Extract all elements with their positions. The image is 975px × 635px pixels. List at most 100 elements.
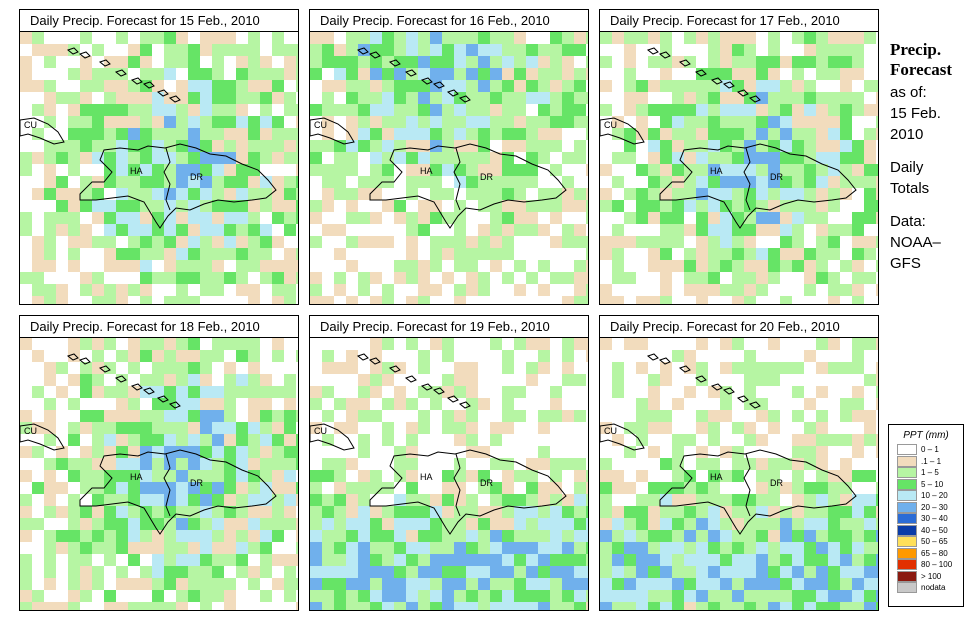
precip-cell [224, 602, 236, 610]
precip-cell [188, 386, 200, 398]
forecast-title-line2: Forecast [890, 60, 952, 79]
precip-cell [346, 128, 358, 140]
map-label-dr: DR [190, 478, 203, 488]
precip-cell [176, 248, 188, 260]
precip-cell [792, 104, 804, 116]
precip-cell [490, 164, 502, 176]
precip-cell [200, 248, 212, 260]
precip-cell [840, 188, 852, 200]
precip-cell [44, 224, 56, 236]
precip-cell [430, 578, 442, 590]
precip-cell [732, 164, 744, 176]
precip-cell [864, 518, 876, 530]
precip-cell [152, 602, 164, 610]
precip-cell [876, 590, 878, 602]
precip-cell [864, 152, 876, 164]
precip-cell [744, 152, 756, 164]
precip-cell [696, 272, 708, 284]
precip-cell [454, 458, 466, 470]
precip-cell [224, 362, 236, 374]
precip-cell [526, 224, 538, 236]
precip-cell [296, 176, 298, 188]
precip-cell [152, 566, 164, 578]
precip-cell [648, 518, 660, 530]
precip-cell [128, 44, 140, 56]
precip-cell [624, 140, 636, 152]
island-outline [736, 89, 749, 97]
precip-cell [20, 152, 32, 164]
precip-cell [418, 566, 430, 578]
precip-cell [116, 152, 128, 164]
precip-cell [188, 296, 200, 304]
precip-cell [600, 470, 612, 482]
precip-cell [80, 92, 92, 104]
precip-cell [310, 398, 322, 410]
precip-cell [406, 296, 418, 304]
precip-cell [188, 518, 200, 530]
precip-cell [502, 272, 514, 284]
precip-cell [358, 470, 370, 482]
precip-cell [284, 224, 296, 236]
legend-swatch [897, 501, 917, 513]
precip-cell [586, 350, 588, 362]
precip-cell [248, 32, 260, 44]
precip-cell [864, 164, 876, 176]
precip-cell [176, 56, 188, 68]
precip-cell [248, 446, 260, 458]
precip-cell [744, 434, 756, 446]
precip-cell [176, 284, 188, 296]
precip-cell [574, 410, 586, 422]
precip-cell [176, 80, 188, 92]
precip-cell [358, 590, 370, 602]
island-outline [114, 69, 127, 77]
precip-cell [816, 590, 828, 602]
precip-cell [864, 176, 876, 188]
precip-cell [840, 56, 852, 68]
precip-cell [502, 578, 514, 590]
precip-cell [236, 56, 248, 68]
haiti-dr-border [743, 147, 751, 211]
precip-cell [284, 92, 296, 104]
precip-cell [370, 116, 382, 128]
precip-cell [406, 458, 418, 470]
precip-cell [272, 506, 284, 518]
precip-cell [104, 422, 116, 434]
panel-title: Daily Precip. Forecast for 18 Feb., 2010 [20, 316, 298, 338]
precip-cell [864, 236, 876, 248]
precip-cell [56, 458, 68, 470]
precip-cell [224, 494, 236, 506]
precip-cell [322, 362, 334, 374]
precip-cell [600, 590, 612, 602]
precip-cell [574, 506, 586, 518]
precip-cell [310, 554, 322, 566]
precip-cell [128, 200, 140, 212]
precip-cell [92, 494, 104, 506]
precip-cell [346, 590, 358, 602]
precip-cell [624, 104, 636, 116]
precip-cell [502, 164, 514, 176]
precip-cell [612, 152, 624, 164]
precip-cell [188, 248, 200, 260]
precip-cell [526, 578, 538, 590]
precip-cell [382, 374, 394, 386]
precip-cell [200, 602, 212, 610]
precip-cell [672, 518, 684, 530]
island-outline [646, 353, 659, 361]
precip-cell [624, 482, 636, 494]
precip-cell [116, 104, 128, 116]
precip-cell [406, 446, 418, 458]
precip-cell [828, 152, 840, 164]
precip-cell [526, 176, 538, 188]
precip-cell [708, 422, 720, 434]
precip-cell [176, 518, 188, 530]
precip-cell [32, 518, 44, 530]
map-label-ha: HA [710, 472, 723, 482]
precip-cell [430, 248, 442, 260]
precip-cell [744, 590, 756, 602]
precip-cell [538, 446, 550, 458]
precip-cell [876, 554, 878, 566]
precip-cell [672, 200, 684, 212]
precip-cell [864, 470, 876, 482]
precip-cell [526, 506, 538, 518]
precip-cell [562, 362, 574, 374]
